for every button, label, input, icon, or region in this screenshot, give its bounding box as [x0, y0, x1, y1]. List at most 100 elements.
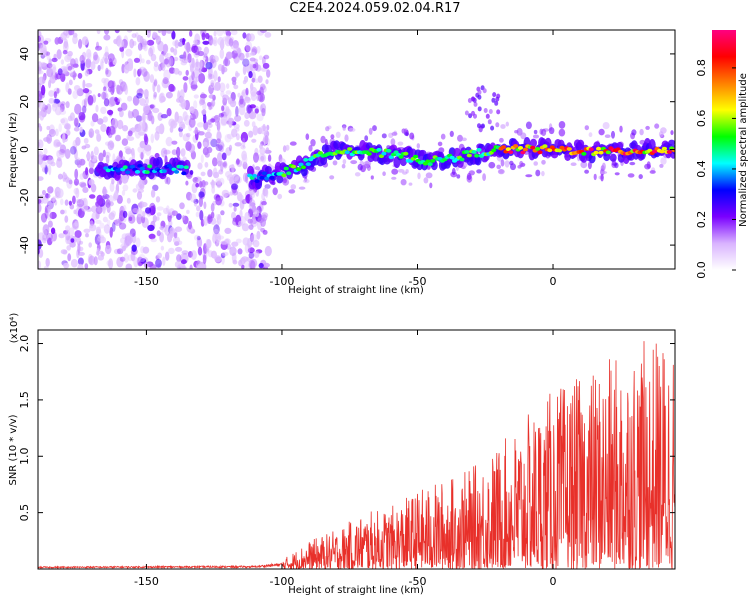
heatmap-cell	[181, 171, 187, 176]
heatmap-cell	[100, 106, 107, 115]
heatmap-cell	[259, 104, 263, 112]
heatmap-cell	[85, 58, 92, 69]
heatmap-cell	[46, 209, 52, 221]
heatmap-cell	[577, 139, 585, 149]
heatmap-cell	[252, 63, 257, 69]
heatmap-cell	[198, 73, 206, 84]
heatmap-cell	[248, 130, 254, 138]
heatmap-cell	[63, 30, 70, 36]
heatmap-cell	[159, 225, 164, 230]
heatmap-cell	[200, 171, 206, 177]
heatmap-cell	[305, 133, 310, 140]
x-tick-label: -50	[409, 575, 427, 588]
heatmap-cell	[500, 145, 506, 150]
heatmap-cell	[117, 97, 122, 102]
heatmap-cell	[136, 92, 143, 99]
heatmap-cell	[300, 165, 306, 170]
heatmap-cell	[206, 215, 213, 224]
heatmap-cell	[199, 181, 203, 188]
heatmap-cell	[116, 84, 121, 95]
heatmap-cell	[195, 76, 199, 83]
heatmap-cell	[248, 111, 257, 120]
heatmap-cell	[141, 41, 149, 46]
heatmap-cell	[488, 109, 493, 114]
heatmap-cell	[221, 189, 230, 198]
y-tick-label: -20	[18, 188, 31, 206]
heatmap-cell	[605, 150, 611, 155]
heatmap-cell	[212, 157, 218, 167]
heatmap-cell	[235, 127, 240, 132]
heatmap-cell	[205, 246, 210, 254]
heatmap-cell	[485, 113, 490, 119]
heatmap-cell	[181, 58, 189, 64]
heatmap-cell	[225, 30, 231, 35]
heatmap-cell	[80, 182, 87, 189]
heatmap-cell	[170, 47, 175, 53]
heatmap-cell	[218, 113, 224, 118]
heatmap-cell	[45, 193, 49, 199]
heatmap-cell	[201, 32, 206, 41]
heatmap-cell	[163, 80, 171, 88]
heatmap-cell	[126, 134, 130, 140]
heatmap-cell	[191, 45, 198, 53]
heatmap-cell	[109, 226, 113, 238]
heatmap-cell	[530, 145, 536, 150]
heatmap-cell	[73, 117, 79, 127]
heatmap-cell	[162, 256, 166, 266]
heatmap-cell	[382, 171, 386, 176]
figure-title: C2E4.2024.059.02.04.R17	[289, 1, 461, 16]
heatmap-cell	[42, 189, 46, 196]
heatmap-cell	[138, 121, 146, 132]
heatmap-cell	[42, 229, 48, 240]
heatmap-cell	[259, 83, 266, 91]
heatmap-cell	[154, 152, 160, 159]
heatmap-cell	[212, 180, 216, 189]
heatmap-cell	[261, 171, 267, 176]
heatmap-cell	[197, 141, 202, 149]
heatmap-cell	[248, 224, 254, 231]
heatmap-cell	[135, 77, 141, 86]
colorbar-tick-label: 0.0	[695, 261, 708, 279]
heatmap-cell	[142, 103, 150, 115]
heatmap-cell	[289, 141, 297, 146]
heatmap-cell	[220, 252, 226, 259]
heatmap-cell	[258, 153, 266, 162]
heatmap-cell	[250, 86, 258, 97]
heatmap-cell	[144, 170, 150, 175]
heatmap-cell	[46, 54, 51, 61]
heatmap-cell	[77, 263, 84, 269]
colorbar-tick-label: 0.6	[695, 110, 708, 128]
heatmap-cell	[72, 70, 76, 81]
heatmap-cell	[266, 249, 271, 255]
heatmap-cell	[264, 176, 270, 181]
heatmap-cell	[514, 130, 519, 134]
heatmap-cell	[466, 153, 472, 158]
heatmap-cell	[261, 201, 267, 206]
heatmap-cell	[221, 251, 229, 257]
heatmap-cell	[670, 130, 674, 136]
heatmap-cell	[492, 92, 497, 98]
heatmap-cell	[54, 37, 60, 45]
heatmap-cell	[236, 158, 240, 165]
heatmap-cell	[143, 133, 148, 143]
heatmap-cell	[103, 86, 107, 91]
heatmap-cell	[88, 255, 96, 266]
heatmap-cell	[67, 88, 72, 95]
heatmap-cell	[78, 112, 86, 121]
heatmap-cell	[231, 183, 239, 190]
heatmap-cell	[123, 65, 130, 74]
heatmap-cell	[102, 149, 106, 158]
heatmap-cell	[659, 163, 664, 168]
heatmap-cell	[148, 233, 156, 240]
heatmap-cell	[215, 143, 223, 152]
heatmap-cell	[525, 174, 533, 178]
heatmap-cell	[144, 144, 152, 152]
heatmap-cell	[171, 30, 176, 40]
heatmap-cell	[249, 57, 256, 62]
heatmap-cell	[215, 219, 219, 230]
heatmap-cell	[147, 110, 153, 122]
heatmap-cell	[87, 52, 92, 61]
heatmap-cell	[120, 174, 128, 180]
heatmap-cell	[207, 213, 212, 220]
